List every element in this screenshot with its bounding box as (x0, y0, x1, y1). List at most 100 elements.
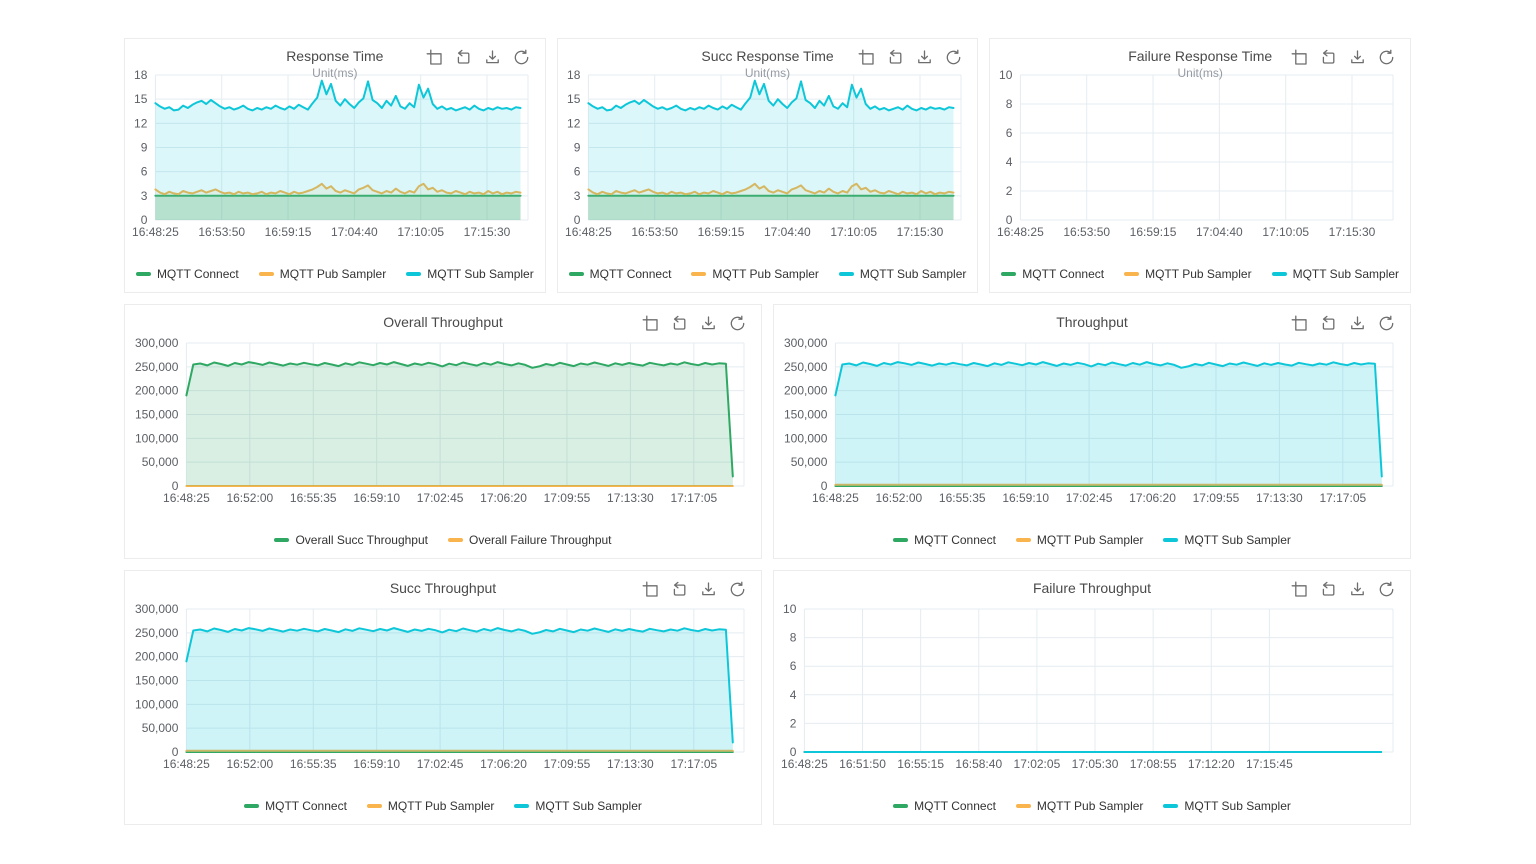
legend-item-mqtt-connect[interactable]: MQTT Connect (568, 267, 671, 281)
legend-marker (568, 272, 584, 276)
data-zoom-button[interactable] (426, 49, 443, 66)
legend-label: MQTT Connect (914, 799, 996, 813)
legend-item-mqtt-sub-sampler[interactable]: MQTT Sub Sampler (1163, 799, 1291, 813)
legend-item-overall-failure-throughput[interactable]: Overall Failure Throughput (447, 533, 612, 547)
legend-item-mqtt-sub-sampler[interactable]: MQTT Sub Sampler (1163, 533, 1291, 547)
legend-item-mqtt-pub-sampler[interactable]: MQTT Pub Sampler (691, 267, 819, 281)
data-zoom-button[interactable] (1291, 49, 1308, 66)
svg-text:17:09:55: 17:09:55 (544, 757, 591, 771)
legend-item-mqtt-pub-sampler[interactable]: MQTT Pub Sampler (1015, 799, 1143, 813)
save-image-button[interactable] (700, 315, 717, 332)
legend-item-mqtt-sub-sampler[interactable]: MQTT Sub Sampler (1271, 267, 1399, 281)
svg-text:17:02:45: 17:02:45 (1066, 491, 1113, 505)
legend-marker (1015, 538, 1031, 542)
refresh-button[interactable] (729, 315, 746, 332)
svg-text:0: 0 (790, 745, 797, 759)
area-zoom-icon (1291, 49, 1307, 65)
refresh-button[interactable] (1378, 49, 1395, 66)
legend-label: Overall Succ Throughput (295, 533, 428, 547)
refresh-button[interactable] (945, 49, 962, 66)
refresh-icon (1379, 581, 1394, 597)
dashboard-row-3: Succ Throughput 0 50,000 100,000 150,000 200… (124, 570, 1411, 825)
refresh-icon (514, 49, 529, 65)
download-icon (918, 50, 932, 64)
svg-text:3: 3 (573, 189, 580, 203)
refresh-icon (730, 581, 745, 597)
legend-item-mqtt-connect[interactable]: MQTT Connect (893, 799, 996, 813)
svg-text:6: 6 (1006, 126, 1013, 140)
save-image-button[interactable] (1349, 581, 1366, 598)
refresh-button[interactable] (729, 581, 746, 598)
save-image-button[interactable] (1349, 315, 1366, 332)
zoom-reset-button[interactable] (887, 49, 904, 66)
svg-text:17:06:20: 17:06:20 (480, 491, 527, 505)
save-image-button[interactable] (916, 49, 933, 66)
chart-plot-area[interactable]: 0 2 4 6 8 10 16:48:25 16:51:50 16:55:15 16:58:40 1… (780, 601, 1403, 774)
svg-text:0: 0 (172, 745, 179, 759)
save-image-button[interactable] (700, 581, 717, 598)
data-zoom-button[interactable] (642, 581, 659, 598)
data-zoom-button[interactable] (858, 49, 875, 66)
chart-plot-area[interactable]: 0 50,000 100,000 150,000 200,000 250,000 300,0… (131, 601, 754, 774)
chart-toolbox (1291, 315, 1395, 332)
chart-plot-area[interactable]: 0 50,000 100,000 150,000 200,000 250,000 300,0… (780, 335, 1403, 508)
legend-item-mqtt-sub-sampler[interactable]: MQTT Sub Sampler (838, 267, 966, 281)
refresh-button[interactable] (1378, 581, 1395, 598)
data-zoom-button[interactable] (1291, 315, 1308, 332)
legend-item-mqtt-connect[interactable]: MQTT Connect (1001, 267, 1104, 281)
legend-item-mqtt-connect[interactable]: MQTT Connect (135, 267, 239, 281)
chart-plot-area[interactable]: 0 3 6 9 12 15 18 16:48:25 16:53:50 16:59:15 17:04:… (131, 67, 538, 242)
chart-toolbox (1291, 49, 1395, 66)
chart-legend: Overall Succ Throughput Overall Failure … (125, 533, 761, 547)
legend-label: Overall Failure Throughput (468, 533, 612, 547)
svg-text:17:02:05: 17:02:05 (1014, 757, 1061, 771)
zoom-reset-button[interactable] (1320, 581, 1337, 598)
data-zoom-button[interactable] (1291, 581, 1308, 598)
svg-text:0: 0 (141, 213, 148, 227)
area-zoom-icon (426, 49, 442, 65)
save-image-button[interactable] (484, 49, 501, 66)
svg-text:16:59:15: 16:59:15 (697, 225, 744, 239)
legend-item-mqtt-pub-sampler[interactable]: MQTT Pub Sampler (258, 267, 387, 281)
refresh-button[interactable] (1378, 315, 1395, 332)
zoom-reset-button[interactable] (1320, 315, 1337, 332)
legend-item-mqtt-pub-sampler[interactable]: MQTT Pub Sampler (1124, 267, 1252, 281)
refresh-button[interactable] (513, 49, 530, 66)
svg-text:2: 2 (1006, 184, 1013, 198)
svg-text:8: 8 (1006, 97, 1013, 111)
download-icon (1351, 50, 1364, 64)
chart-legend: MQTT Connect MQTT Pub Sampler MQTT Sub S… (774, 533, 1410, 547)
zoom-reset-button[interactable] (671, 581, 688, 598)
dashboard: Response Time Unit(ms) 0 3 6 9 12 15 18 16:48:2… (124, 38, 1412, 825)
legend-label: MQTT Pub Sampler (387, 799, 495, 813)
zoom-reset-button[interactable] (671, 315, 688, 332)
legend-label: MQTT Sub Sampler (535, 799, 642, 813)
legend-item-mqtt-pub-sampler[interactable]: MQTT Pub Sampler (1015, 533, 1143, 547)
save-image-button[interactable] (1349, 49, 1366, 66)
svg-text:17:17:05: 17:17:05 (670, 757, 717, 771)
svg-text:100,000: 100,000 (784, 431, 828, 445)
legend-item-overall-succ-throughput[interactable]: Overall Succ Throughput (274, 533, 428, 547)
legend-label: MQTT Sub Sampler (1184, 533, 1291, 547)
legend-item-mqtt-pub-sampler[interactable]: MQTT Pub Sampler (366, 799, 495, 813)
chart-plot-area[interactable]: 0 50,000 100,000 150,000 200,000 250,000 300,0… (131, 335, 754, 508)
data-zoom-button[interactable] (642, 315, 659, 332)
svg-text:100,000: 100,000 (135, 697, 179, 711)
svg-text:17:09:55: 17:09:55 (544, 491, 591, 505)
legend-label: MQTT Pub Sampler (279, 267, 387, 281)
svg-text:4: 4 (790, 688, 797, 702)
legend-label: MQTT Pub Sampler (1145, 267, 1252, 281)
legend-item-mqtt-connect[interactable]: MQTT Connect (893, 533, 996, 547)
legend-item-mqtt-connect[interactable]: MQTT Connect (244, 799, 347, 813)
svg-text:17:04:40: 17:04:40 (764, 225, 811, 239)
chart-plot-area[interactable]: 0 3 6 9 12 15 18 16:48:25 16:53:50 16:59:15 17:04:… (564, 67, 971, 242)
zoom-reset-button[interactable] (1320, 49, 1337, 66)
zoom-reset-button[interactable] (455, 49, 472, 66)
chart-plot-area[interactable]: 0 2 4 6 8 10 16:48:25 16:53:50 16:59:15 17:04:40 1… (996, 67, 1403, 242)
legend-marker (1163, 538, 1179, 542)
legend-item-mqtt-sub-sampler[interactable]: MQTT Sub Sampler (514, 799, 642, 813)
legend-item-mqtt-sub-sampler[interactable]: MQTT Sub Sampler (406, 267, 534, 281)
svg-text:16:48:25: 16:48:25 (781, 757, 828, 771)
svg-text:18: 18 (567, 68, 581, 82)
legend-label: MQTT Sub Sampler (1184, 799, 1291, 813)
